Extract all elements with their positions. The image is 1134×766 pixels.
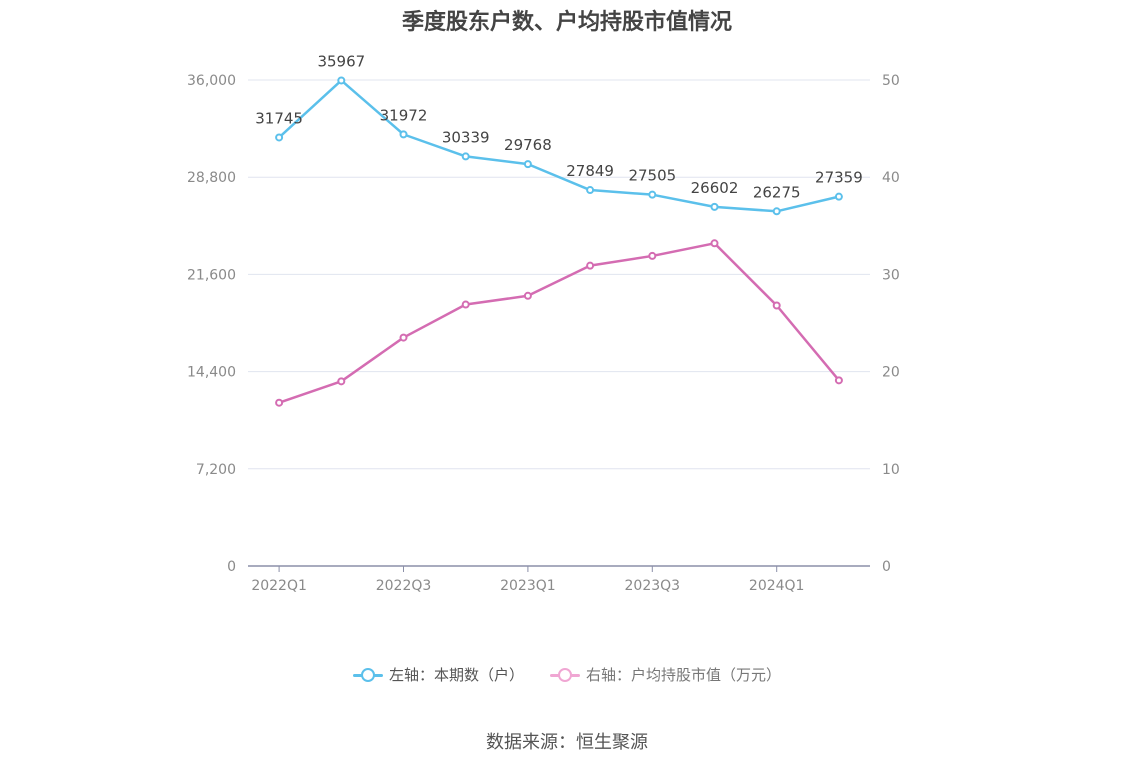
shareholders-point[interactable] — [834, 192, 843, 201]
grid-layer — [248, 79, 870, 470]
right-y-tick-label: 10 — [882, 462, 900, 478]
left-y-tick-label: 7,200 — [196, 462, 236, 478]
left-y-tick-label: 28,800 — [187, 170, 236, 186]
avg-value-point[interactable] — [337, 377, 346, 386]
right-y-tick-label: 0 — [882, 559, 891, 575]
shareholders-point[interactable] — [710, 202, 719, 211]
x-tick-label: 2022Q1 — [251, 578, 307, 594]
data-label: 35967 — [317, 52, 365, 70]
right-y-tick-label: 50 — [882, 73, 900, 89]
left-y-tick-label: 36,000 — [187, 73, 236, 89]
legend-label: 左轴：本期数（户） — [388, 666, 524, 684]
avg-value-point[interactable] — [834, 376, 843, 385]
avg-value-point[interactable] — [648, 251, 657, 260]
x-tick-label: 2023Q1 — [500, 578, 556, 594]
x-tick-label: 2023Q3 — [625, 578, 681, 594]
right-y-tick-label: 30 — [882, 267, 900, 283]
shareholders-point[interactable] — [523, 160, 532, 169]
avg-value-point[interactable] — [275, 398, 284, 407]
label-layer: 31745 35967 31972 30339 29768 27849 27505 26602… — [255, 52, 863, 201]
left-y-tick-label: 21,600 — [187, 267, 236, 283]
data-label: 29768 — [504, 136, 552, 154]
legend-item-right-axis[interactable]: 右轴：户均持股市值（万元） — [550, 664, 781, 685]
series-line-avg-value — [278, 242, 840, 404]
data-label: 26602 — [691, 179, 739, 197]
shareholders-point[interactable] — [275, 133, 284, 142]
avg-value-point[interactable] — [772, 301, 781, 310]
axis-layer: 0 0 7,200 10 14,400 20 21,600 30 28,800 40 36,000 5… — [187, 73, 900, 594]
avg-value-point[interactable] — [710, 239, 719, 248]
data-label: 27505 — [628, 167, 676, 185]
shareholders-point[interactable] — [648, 190, 657, 199]
legend: 左轴：本期数（户） 右轴：户均持股市值（万元） — [0, 664, 1134, 685]
shareholders-point[interactable] — [772, 207, 781, 216]
series-line-shareholders — [278, 79, 840, 213]
avg-value-point[interactable] — [461, 300, 470, 309]
data-label: 31745 — [255, 109, 303, 127]
avg-value-point[interactable] — [399, 333, 408, 342]
data-label: 26275 — [753, 183, 801, 201]
right-y-tick-label: 20 — [882, 365, 900, 381]
left-y-tick-label: 0 — [227, 559, 236, 575]
legend-label: 右轴：户均持股市值（万元） — [586, 666, 782, 684]
data-label: 31972 — [380, 106, 428, 124]
x-tick-label: 2022Q3 — [376, 578, 432, 594]
left-y-tick-label: 14,400 — [187, 365, 236, 381]
right-y-tick-label: 40 — [882, 170, 900, 186]
data-label: 27359 — [815, 169, 863, 187]
shareholders-point[interactable] — [461, 152, 470, 161]
series-layer — [275, 76, 843, 407]
data-label: 27849 — [566, 162, 614, 180]
legend-item-left-axis[interactable]: 左轴：本期数（户） — [352, 664, 524, 685]
data-label: 30339 — [442, 128, 490, 146]
legend-line-marker-icon — [352, 667, 383, 683]
legend-line-marker-icon — [550, 667, 580, 683]
source-note: 数据来源：恒生聚源 — [486, 732, 648, 753]
shareholders-point[interactable] — [586, 186, 595, 195]
x-tick-label: 2024Q1 — [749, 578, 805, 594]
avg-value-point[interactable] — [586, 261, 595, 270]
shareholders-point[interactable] — [337, 76, 346, 85]
chart-title: 季度股东户数、户均持股市值情况 — [401, 10, 732, 35]
shareholders-point[interactable] — [399, 130, 408, 139]
avg-value-point[interactable] — [523, 291, 532, 300]
